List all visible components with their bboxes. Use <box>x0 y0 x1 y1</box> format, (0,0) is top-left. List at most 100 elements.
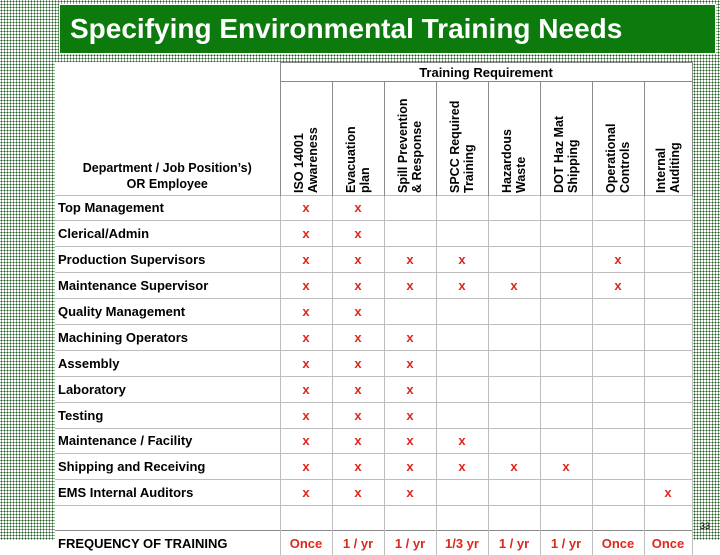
requirement-mark: x <box>332 324 384 350</box>
requirement-mark <box>436 299 488 325</box>
spacer-cell <box>644 506 692 531</box>
requirement-mark: x <box>332 480 384 506</box>
requirement-mark: x <box>332 247 384 273</box>
requirement-mark: x <box>332 454 384 480</box>
requirement-mark <box>644 324 692 350</box>
column-header: ISO 14001 Awareness <box>280 82 332 196</box>
requirement-mark <box>644 299 692 325</box>
frequency-value: 1 / yr <box>540 531 592 555</box>
requirement-mark: x <box>384 454 436 480</box>
corner-cell <box>55 63 280 82</box>
department-label: Maintenance Supervisor <box>55 273 280 299</box>
requirement-mark: x <box>332 428 384 454</box>
spacer-cell <box>55 506 280 531</box>
requirement-mark <box>592 324 644 350</box>
requirement-mark: x <box>280 221 332 247</box>
requirement-mark <box>488 480 540 506</box>
requirement-mark <box>540 376 592 402</box>
requirement-mark <box>592 195 644 221</box>
requirement-mark: x <box>280 299 332 325</box>
requirement-mark: x <box>280 324 332 350</box>
requirement-mark <box>644 247 692 273</box>
column-header-label: Spill Prevention & Response <box>396 83 424 193</box>
department-label: Shipping and Receiving <box>55 454 280 480</box>
requirement-mark: x <box>436 273 488 299</box>
requirement-mark <box>540 350 592 376</box>
spacer-row <box>55 506 692 531</box>
requirement-mark: x <box>280 402 332 428</box>
column-header: SPCC Required Training <box>436 82 488 196</box>
frequency-label: FREQUENCY OF TRAINING <box>55 531 280 555</box>
requirement-mark: x <box>436 428 488 454</box>
requirement-mark <box>644 195 692 221</box>
requirement-mark: x <box>644 480 692 506</box>
row-header-text: Department / Job Position’s) OR Employee <box>83 161 252 191</box>
requirement-mark: x <box>488 454 540 480</box>
requirement-mark <box>644 402 692 428</box>
requirement-mark <box>644 221 692 247</box>
requirement-mark: x <box>280 376 332 402</box>
requirement-mark: x <box>384 247 436 273</box>
requirement-mark <box>488 428 540 454</box>
slide-title: Specifying Environmental Training Needs <box>70 13 622 45</box>
requirement-mark: x <box>280 428 332 454</box>
spacer-cell <box>332 506 384 531</box>
requirement-mark <box>592 428 644 454</box>
column-header-label: Evacuation plan <box>344 83 372 193</box>
requirement-mark: x <box>436 247 488 273</box>
requirement-mark <box>384 195 436 221</box>
requirement-mark <box>644 376 692 402</box>
department-label: Laboratory <box>55 376 280 402</box>
requirement-mark: x <box>332 273 384 299</box>
requirement-mark: x <box>436 454 488 480</box>
department-label: Maintenance / Facility <box>55 428 280 454</box>
requirement-mark: x <box>280 247 332 273</box>
requirement-mark <box>436 376 488 402</box>
requirement-mark <box>488 299 540 325</box>
requirement-mark <box>488 324 540 350</box>
spacer-cell <box>540 506 592 531</box>
spacer-cell <box>592 506 644 531</box>
title-bar: Specifying Environmental Training Needs <box>60 5 715 53</box>
requirement-mark <box>488 350 540 376</box>
requirement-mark: x <box>332 402 384 428</box>
requirement-mark <box>540 299 592 325</box>
requirement-mark: x <box>540 454 592 480</box>
requirement-mark <box>540 402 592 428</box>
department-label: Top Management <box>55 195 280 221</box>
frequency-value: 1 / yr <box>332 531 384 555</box>
requirement-mark <box>592 402 644 428</box>
requirement-mark <box>540 273 592 299</box>
requirement-mark <box>488 247 540 273</box>
column-header-label: Internal Auditing <box>654 83 682 193</box>
column-header: DOT Haz Mat Shipping <box>540 82 592 196</box>
column-header-label: ISO 14001 Awareness <box>292 83 320 193</box>
requirement-mark: x <box>280 454 332 480</box>
department-label: EMS Internal Auditors <box>55 480 280 506</box>
requirement-mark <box>436 195 488 221</box>
training-matrix-table: Training Requirement Department / Job Po… <box>55 62 693 555</box>
department-label: Assembly <box>55 350 280 376</box>
frequency-value: 1/3 yr <box>436 531 488 555</box>
requirement-mark <box>592 480 644 506</box>
requirement-mark: x <box>280 350 332 376</box>
requirement-mark: x <box>592 273 644 299</box>
table-body: Training Requirement Department / Job Po… <box>55 63 692 555</box>
column-header: Evacuation plan <box>332 82 384 196</box>
requirement-mark <box>540 247 592 273</box>
spacer-cell <box>280 506 332 531</box>
frequency-value: 1 / yr <box>488 531 540 555</box>
requirement-mark <box>540 428 592 454</box>
requirement-mark <box>592 299 644 325</box>
requirement-mark: x <box>332 376 384 402</box>
column-header-label: Operational Controls <box>604 83 632 193</box>
row-header: Department / Job Position’s) OR Employee <box>55 82 280 196</box>
